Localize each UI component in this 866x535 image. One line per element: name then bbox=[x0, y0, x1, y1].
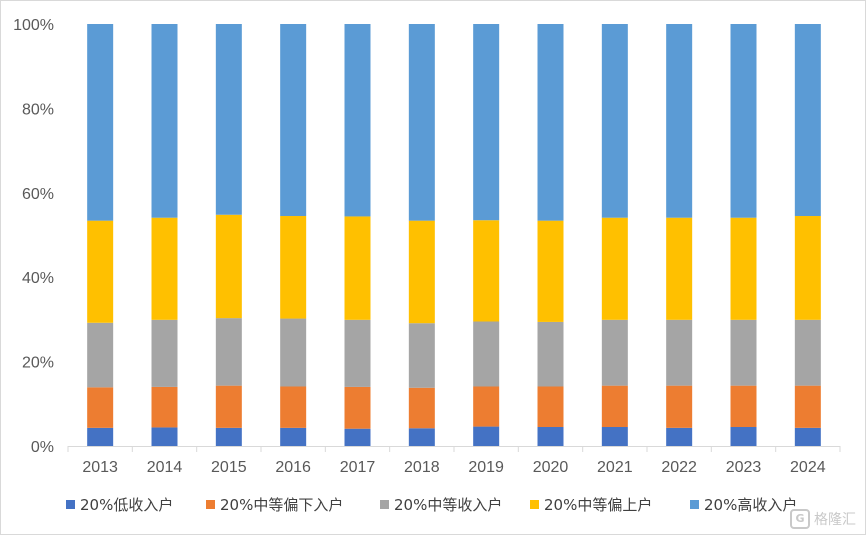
bar-segment bbox=[87, 427, 114, 446]
y-tick-label: 100% bbox=[13, 17, 54, 34]
legend-swatch bbox=[380, 500, 389, 509]
legend-swatch bbox=[66, 500, 75, 509]
bar-segment bbox=[344, 319, 371, 387]
x-tick-label: 2013 bbox=[82, 459, 118, 476]
y-tick-label: 0% bbox=[31, 439, 54, 456]
legend-swatch bbox=[530, 500, 539, 509]
bar-segment bbox=[280, 24, 307, 217]
y-tick-label: 80% bbox=[22, 101, 54, 118]
bar-segment bbox=[730, 427, 757, 446]
bar-segment bbox=[344, 216, 371, 320]
x-tick-label: 2024 bbox=[790, 459, 826, 476]
legend-label: 20%高收入户 bbox=[704, 496, 797, 514]
bar-segment bbox=[280, 216, 307, 319]
bar-segment bbox=[215, 214, 242, 319]
bar-segment bbox=[215, 385, 242, 428]
bar-segment bbox=[408, 428, 435, 446]
bar-segment bbox=[473, 24, 500, 221]
bar-segment bbox=[280, 386, 307, 428]
bar-segment bbox=[601, 319, 628, 386]
bar-segment bbox=[537, 24, 564, 221]
bar-segment bbox=[666, 319, 693, 386]
bar-segment bbox=[87, 24, 114, 221]
legend-swatch bbox=[206, 500, 215, 509]
bar-segment bbox=[794, 427, 821, 446]
bar-segment bbox=[794, 385, 821, 428]
bar-segment bbox=[215, 24, 242, 215]
y-tick-label: 60% bbox=[22, 186, 54, 203]
bar-segment bbox=[87, 387, 114, 428]
x-tick-label: 2016 bbox=[275, 459, 311, 476]
bar-segment bbox=[151, 217, 178, 320]
bar-segment bbox=[666, 24, 693, 218]
bar-segment bbox=[215, 427, 242, 446]
bar-segment bbox=[794, 319, 821, 386]
x-tick-label: 2020 bbox=[533, 459, 569, 476]
x-tick-label: 2017 bbox=[340, 459, 376, 476]
watermark-text: 格隆汇 bbox=[814, 512, 856, 528]
bar-segment bbox=[666, 217, 693, 320]
bar-segment bbox=[151, 386, 178, 428]
bar-segment bbox=[730, 217, 757, 320]
y-tick-label: 20% bbox=[22, 355, 54, 372]
x-tick-label: 2021 bbox=[597, 459, 633, 476]
bar-segment bbox=[408, 220, 435, 324]
x-tick-label: 2018 bbox=[404, 459, 440, 476]
bar-segment bbox=[601, 24, 628, 218]
bar-segment bbox=[87, 220, 114, 323]
bar-segment bbox=[537, 427, 564, 446]
bar-segment bbox=[537, 321, 564, 387]
bar-segment bbox=[537, 386, 564, 428]
bar-segment bbox=[730, 24, 757, 218]
bar-segment bbox=[408, 24, 435, 221]
bar-segment bbox=[280, 427, 307, 446]
bar-segment bbox=[601, 217, 628, 320]
x-tick-label: 2022 bbox=[661, 459, 697, 476]
x-tick-label: 2014 bbox=[147, 459, 183, 476]
x-tick-label: 2015 bbox=[211, 459, 247, 476]
bar-segment bbox=[408, 387, 435, 429]
x-tick-label: 2019 bbox=[468, 459, 504, 476]
bar-segment bbox=[151, 319, 178, 387]
bar-segment bbox=[344, 386, 371, 429]
bar-segment bbox=[151, 427, 178, 446]
legend-label: 20%中等偏下入户 bbox=[220, 496, 343, 514]
x-tick-label: 2023 bbox=[726, 459, 762, 476]
bar-segment bbox=[537, 220, 564, 322]
bar-segment bbox=[473, 321, 500, 387]
legend-swatch bbox=[690, 500, 699, 509]
bar-segment bbox=[794, 24, 821, 217]
bar-segment bbox=[473, 386, 500, 427]
bar-segment bbox=[344, 24, 371, 217]
bar-segment bbox=[730, 385, 757, 428]
bar-segment bbox=[344, 428, 371, 446]
bar-segment bbox=[215, 318, 242, 386]
bar-segment bbox=[151, 24, 178, 218]
legend-label: 20%中等收入户 bbox=[394, 496, 502, 514]
bar-segment bbox=[794, 216, 821, 320]
bar-segment bbox=[473, 426, 500, 446]
bar-segment bbox=[666, 385, 693, 428]
bar-segment bbox=[666, 427, 693, 446]
watermark-logo-icon: G bbox=[790, 509, 810, 529]
bar-segment bbox=[280, 318, 307, 387]
y-tick-label: 40% bbox=[22, 270, 54, 287]
bar-segment bbox=[473, 220, 500, 322]
bar-segment bbox=[87, 322, 114, 388]
bar-segment bbox=[730, 319, 757, 386]
legend-label: 20%低收入户 bbox=[80, 496, 173, 514]
watermark: G 格隆汇 bbox=[790, 509, 856, 529]
bar-segment bbox=[601, 385, 628, 428]
bar-segment bbox=[601, 427, 628, 446]
bar-segment bbox=[408, 323, 435, 388]
legend-label: 20%中等偏上户 bbox=[544, 496, 652, 514]
